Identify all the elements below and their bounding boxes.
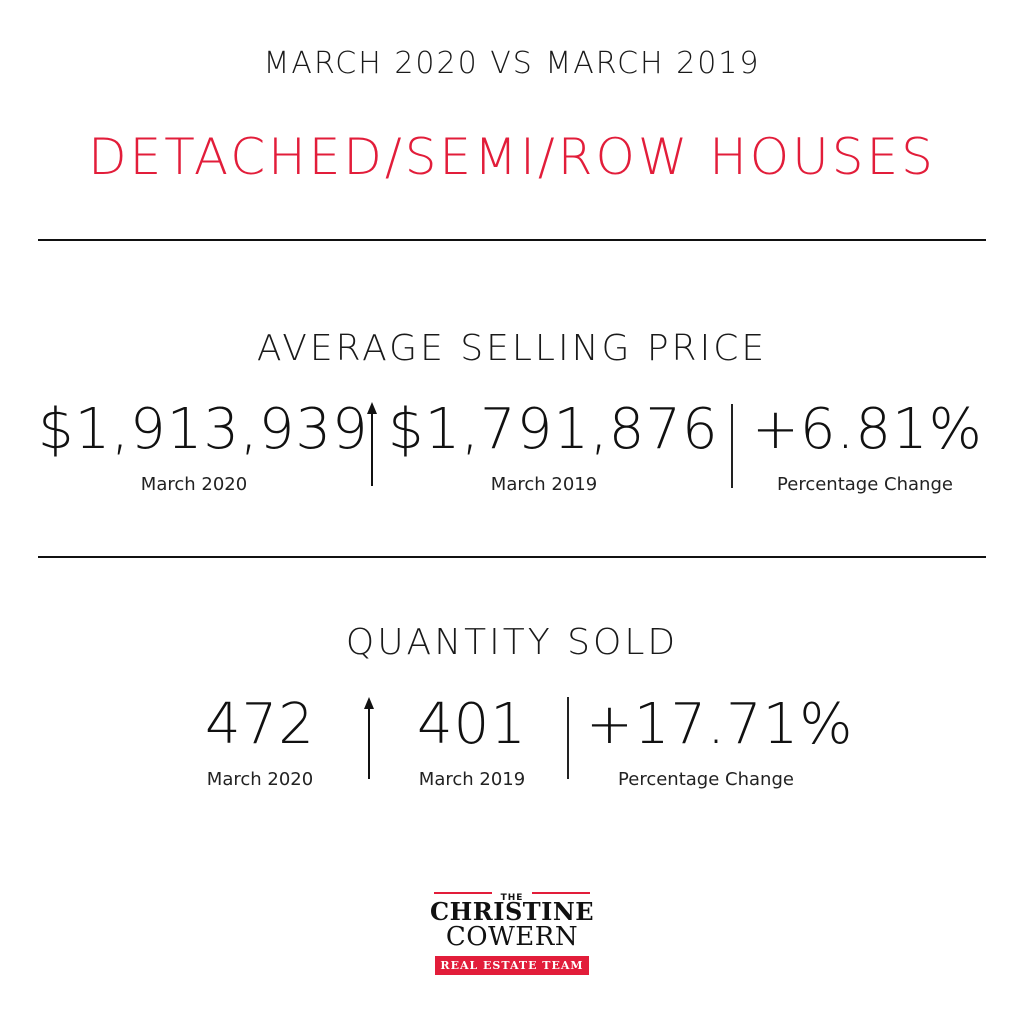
stat-value: 472	[205, 692, 315, 757]
arrow-up-icon	[364, 697, 374, 779]
brand-logo: THE CHRISTINE COWERN REAL ESTATE TEAM	[430, 886, 594, 975]
stat-label: Percentage Change	[777, 474, 953, 495]
logo-name-line1: CHRISTINE	[430, 897, 595, 926]
period-title: MARCH 2020 VS MARCH 2019	[263, 46, 761, 81]
headline: DETACHED/SEMI/ROW HOUSES	[88, 128, 936, 186]
average-price-current: $1,913,939 March 2020	[38, 397, 369, 496]
logo-tagline: REAL ESTATE TEAM	[435, 956, 589, 975]
logo-name-line2: COWERN	[445, 922, 579, 952]
average-price-title: AVERAGE SELLING PRICE	[256, 328, 768, 369]
average-price-previous: $1,791,876 March 2019	[388, 397, 719, 496]
logo-the: THE	[500, 893, 524, 903]
column-separator	[567, 697, 569, 779]
stat-label: March 2020	[140, 474, 248, 495]
stat-value: $1,791,876	[388, 397, 719, 462]
quantity-sold-title: QUANTITY SOLD	[345, 622, 679, 663]
logo-ornament: THE	[430, 886, 594, 903]
divider	[38, 239, 986, 241]
stat-label: March 2019	[418, 769, 526, 790]
stat-value: +17.71%	[586, 692, 854, 757]
arrow-up-icon	[367, 402, 377, 486]
stat-label: March 2019	[490, 474, 598, 495]
quantity-previous: 401 March 2019	[392, 692, 552, 791]
average-price-change: +6.81% Percentage Change	[752, 397, 983, 496]
stat-value: $1,913,939	[38, 397, 369, 462]
quantity-change: +17.71% Percentage Change	[586, 692, 854, 791]
column-separator	[731, 404, 733, 488]
divider	[38, 556, 986, 558]
stat-value: 401	[417, 692, 527, 757]
stat-label: March 2020	[206, 769, 314, 790]
stat-value: +6.81%	[752, 397, 983, 462]
quantity-current: 472 March 2020	[180, 692, 340, 791]
stat-label: Percentage Change	[618, 769, 794, 790]
